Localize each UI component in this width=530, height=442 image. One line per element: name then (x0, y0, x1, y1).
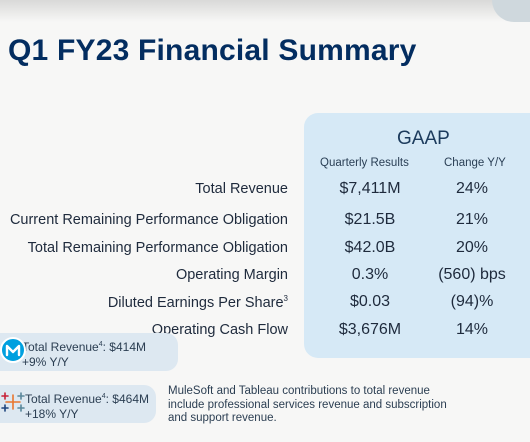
metric-label: Total Remaining Performance Obligation (27, 240, 288, 256)
gaap-panel (304, 113, 530, 358)
table-row: Diluted Earnings Per Share3 $0.03 (94)% (0, 293, 530, 318)
table-row: Operating Margin 0.3% (560) bps (0, 266, 530, 291)
corner-decoration (492, 0, 530, 22)
metric-value: $7,411M (339, 180, 401, 197)
header-shade (0, 0, 530, 22)
tableau-revenue-text: Total Revenue4: $464M +18% Y/Y (25, 392, 149, 421)
metric-label: Operating Margin (175, 267, 288, 283)
metric-label: Current Remaining Performance Obligation (9, 212, 288, 228)
mulesoft-revenue-text: Total Revenue4: $414M +9% Y/Y (22, 340, 146, 369)
metric-change: (94)% (450, 293, 494, 310)
footnote-text: MuleSoft and Tableau contributions to to… (168, 385, 447, 424)
metric-change: (560) bps (438, 266, 506, 283)
column-header-change: Change Y/Y (444, 157, 506, 169)
slide-title: Q1 FY23 Financial Summary (8, 34, 417, 67)
mulesoft-logo-icon (0, 337, 26, 363)
gaap-header: GAAP (397, 128, 450, 149)
table-row: Current Remaining Performance Obligation… (0, 211, 530, 236)
column-header-quarterly: Quarterly Results (320, 157, 409, 169)
metric-value: $42.0B (344, 239, 396, 256)
metric-change: 20% (455, 239, 489, 256)
footnote-marker: 3 (283, 294, 288, 303)
metric-change: 14% (455, 321, 489, 338)
tableau-revenue-callout: Total Revenue4: $464M +18% Y/Y (0, 385, 156, 423)
metric-value: $3,676M (338, 321, 402, 338)
metric-value: 0.3% (351, 266, 389, 283)
tableau-logo-icon (0, 389, 26, 415)
metric-label: Total Revenue (195, 181, 288, 197)
table-row: Total Revenue $7,411M 24% (0, 180, 530, 205)
metric-change: 24% (455, 180, 489, 197)
table-row: Total Remaining Performance Obligation $… (0, 239, 530, 264)
metric-change: 21% (455, 211, 489, 228)
metric-value: $21.5B (344, 211, 396, 228)
metric-value: $0.03 (349, 293, 391, 310)
metric-label: Operating Cash Flow (151, 322, 288, 338)
table-row: Operating Cash Flow $3,676M 14% (0, 321, 530, 346)
mulesoft-revenue-callout: Total Revenue4: $414M +9% Y/Y (0, 333, 178, 371)
metric-label: Diluted Earnings Per Share3 (107, 294, 288, 311)
